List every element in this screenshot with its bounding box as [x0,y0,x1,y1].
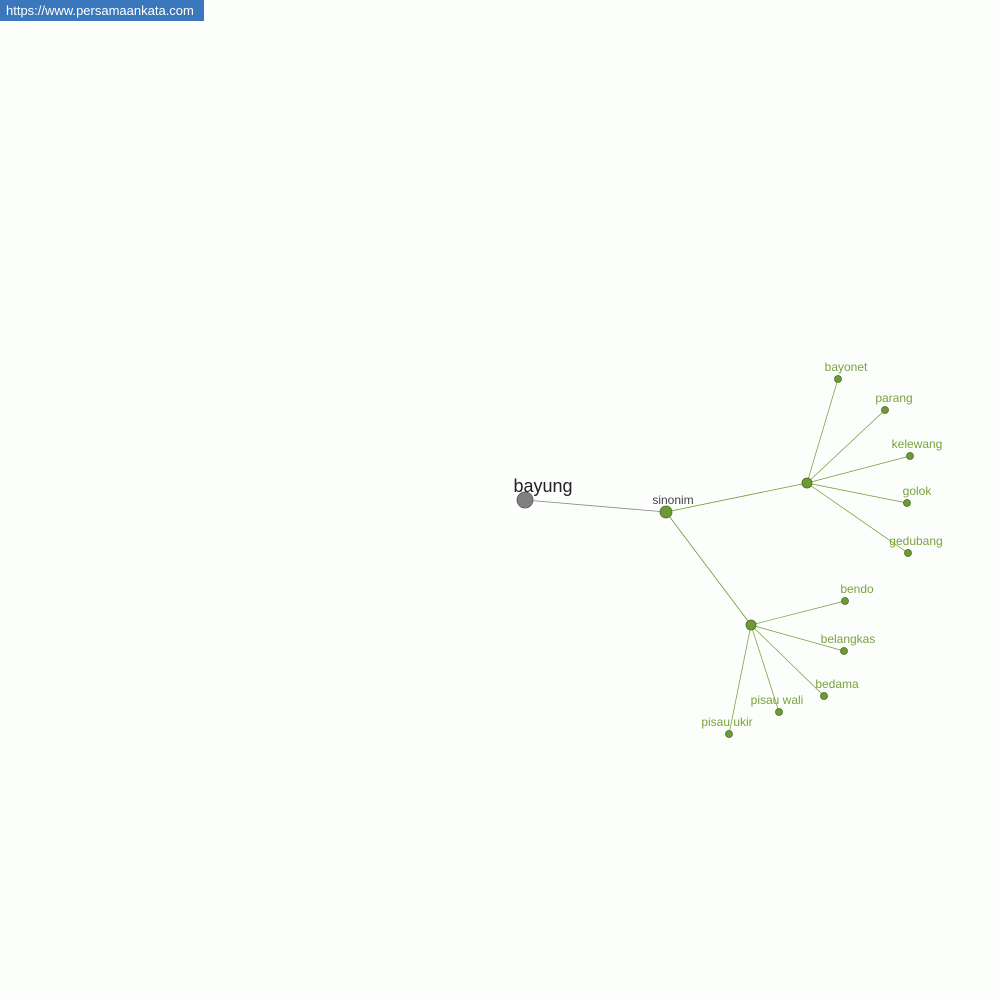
leaf-node [775,708,783,716]
leaf-label[interactable]: belangkas [821,632,876,646]
leaf-label[interactable]: bendo [840,582,874,596]
leaf-node [906,452,914,460]
root-label[interactable]: bayung [513,476,572,496]
relation-node [659,505,673,519]
leaf-node [903,499,911,507]
leaf-node [834,375,842,383]
leaf-node [840,647,848,655]
edge-group-leaf [806,455,911,484]
leaf-label[interactable]: golok [903,484,933,498]
leaf-label[interactable]: bedama [815,677,859,691]
leaf-label[interactable]: gedubang [889,534,942,548]
edge-group-leaf [750,624,825,697]
leaf-node [725,730,733,738]
leaf-node [820,692,828,700]
edge-relation-group [665,482,808,513]
root-node [516,491,534,509]
edge-group-leaf [806,378,839,484]
edge-group-leaf [750,624,845,652]
leaf-label[interactable]: parang [875,391,912,405]
edge-relation-group [665,511,752,626]
group-node [745,619,757,631]
edge-group-leaf [806,409,886,484]
leaf-label[interactable]: bayonet [825,360,868,374]
edge-group-leaf [750,600,846,626]
edge-root-relation [524,499,667,513]
group-node [801,477,813,489]
leaf-node [904,549,912,557]
leaf-node [881,406,889,414]
leaf-node [841,597,849,605]
edge-group-leaf [750,624,780,713]
relation-label[interactable]: sinonim [652,493,693,507]
edge-group-leaf [806,482,909,554]
leaf-label[interactable]: pisau wali [751,693,804,707]
leaf-label[interactable]: pisau ukir [701,715,752,729]
site-url-banner[interactable]: https://www.persamaankata.com [0,0,204,21]
leaf-label[interactable]: kelewang [892,437,943,451]
edge-group-leaf [728,624,752,735]
edge-group-leaf [806,482,908,504]
